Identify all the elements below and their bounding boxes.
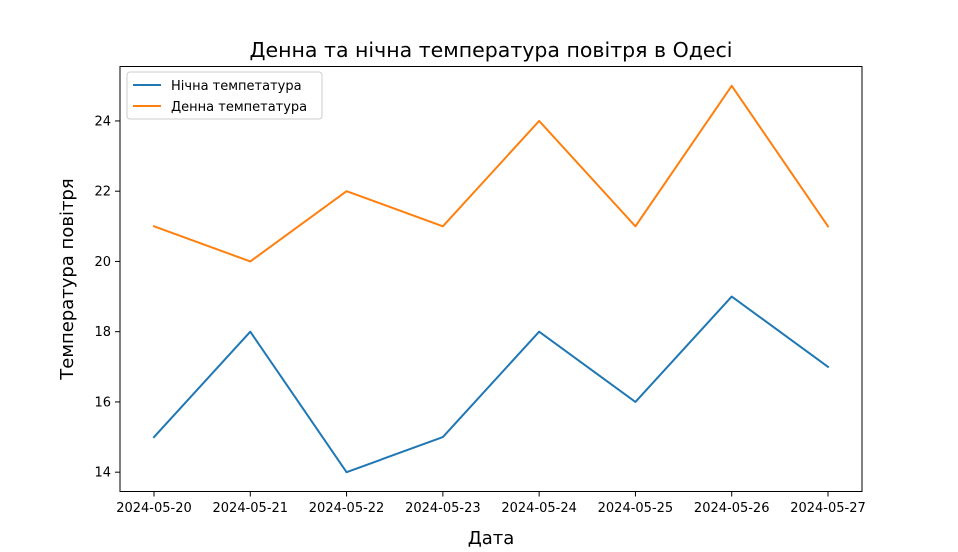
x-axis-ticks: 2024-05-20 2024-05-21 2024-05-22 2024-05-23… [116,491,866,516]
chart-title: Денна та нічна температура повітря в Оде… [249,38,732,62]
plot-area [120,66,862,492]
y-tick-label: 24 [94,114,111,129]
legend-label-night: Нічна темпетатура [171,79,302,94]
x-axis-label: Дата [468,528,515,549]
legend-label-day: Денна темпетатура [171,100,307,115]
y-axis-ticks: 14 16 18 20 22 24 [94,114,120,481]
y-tick-label: 18 [94,325,111,340]
x-tick-label: 2024-05-24 [501,501,577,516]
x-tick-label: 2024-05-27 [790,501,866,516]
series-line-day [152,84,830,263]
x-tick-label: 2024-05-23 [405,501,481,516]
y-tick-label: 20 [94,255,111,270]
x-tick-label: 2024-05-22 [309,501,385,516]
x-tick-label: 2024-05-26 [694,501,770,516]
plot-frame [119,66,863,492]
legend-box [126,71,323,120]
legend: Нічна темпетатура Денна темпетатура [126,71,323,120]
x-tick-label: 2024-05-21 [213,501,289,516]
y-tick-label: 16 [94,395,111,410]
x-tick-label: 2024-05-25 [598,501,674,516]
y-tick-label: 14 [94,466,111,481]
y-tick-label: 22 [94,185,111,200]
x-tick-label: 2024-05-20 [116,501,192,516]
y-axis-label: Температура повітря [57,178,78,380]
series-line-night [152,295,830,474]
series-lines [152,84,830,474]
